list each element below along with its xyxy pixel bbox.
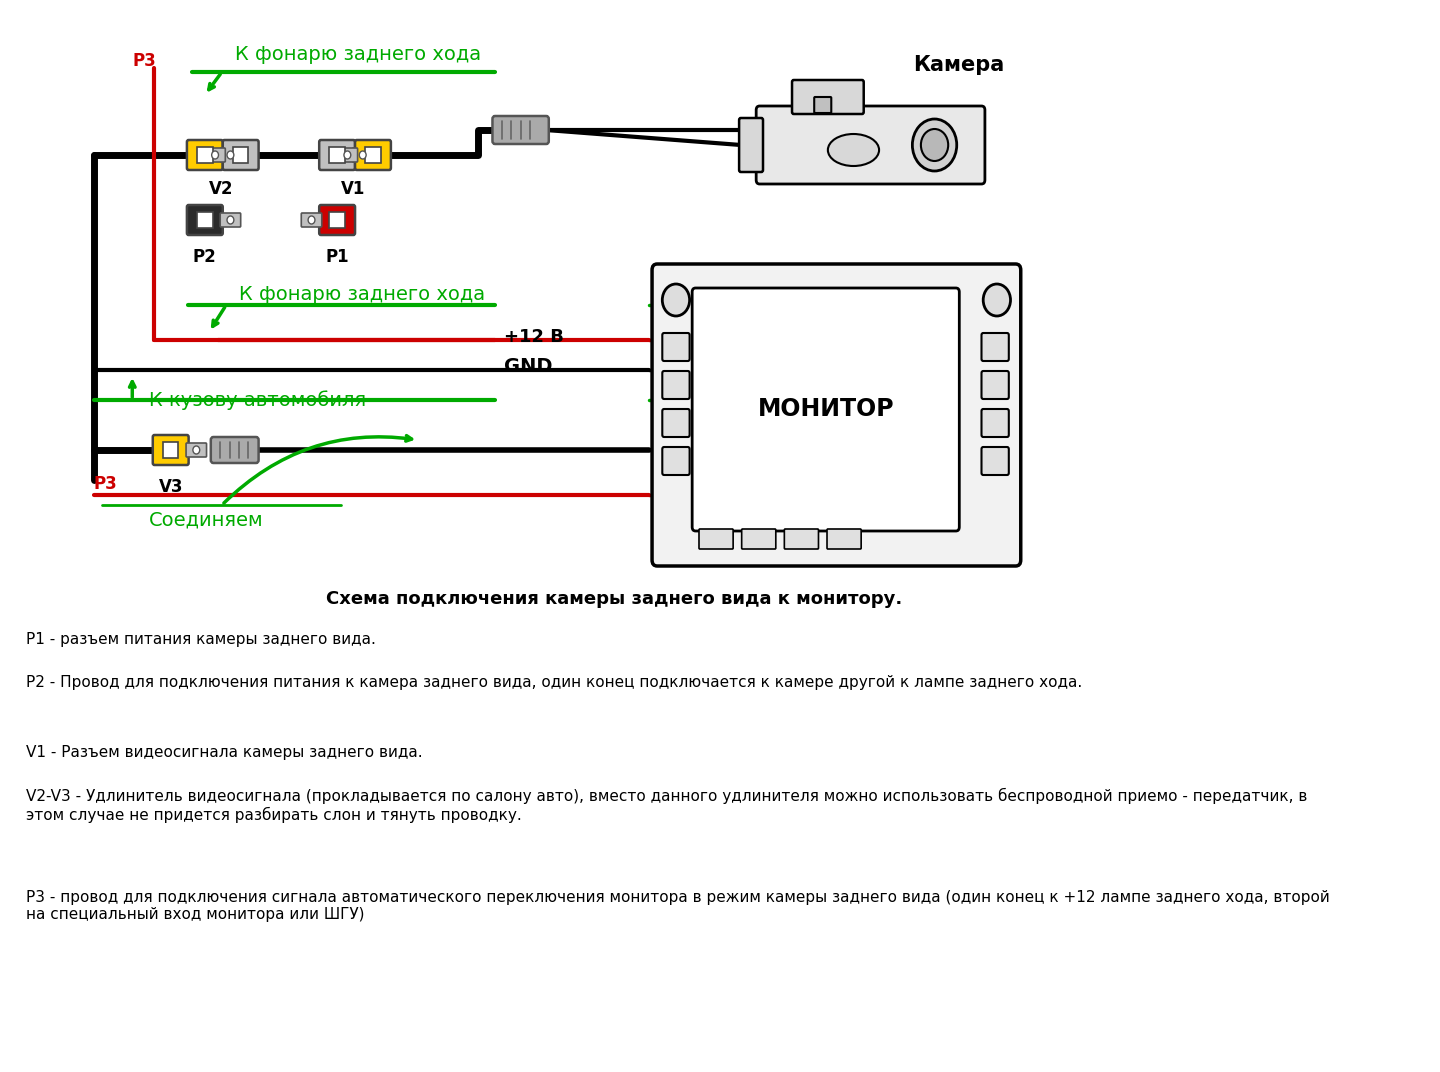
Text: +12 В: +12 В <box>504 328 563 346</box>
FancyBboxPatch shape <box>662 410 690 437</box>
Text: К фонарю заднего хода: К фонарю заднего хода <box>235 45 481 64</box>
FancyBboxPatch shape <box>756 106 985 184</box>
Text: Камера: Камера <box>913 55 1005 75</box>
Circle shape <box>344 151 351 159</box>
Ellipse shape <box>828 134 878 166</box>
Text: Р3 - провод для подключения сигнала автоматического переключения монитора в режи: Р3 - провод для подключения сигнала авто… <box>26 890 1329 922</box>
Text: Соединяем: Соединяем <box>150 510 264 528</box>
FancyBboxPatch shape <box>492 116 549 144</box>
FancyBboxPatch shape <box>210 437 259 463</box>
Circle shape <box>360 151 366 159</box>
Text: К кузову автомобиля: К кузову автомобиля <box>150 390 367 410</box>
Text: V1: V1 <box>341 180 366 198</box>
Text: К фонарю заднего хода: К фонарю заднего хода <box>239 285 485 304</box>
FancyBboxPatch shape <box>982 333 1009 361</box>
FancyBboxPatch shape <box>739 118 763 172</box>
FancyBboxPatch shape <box>356 140 390 170</box>
Text: V3: V3 <box>158 478 183 496</box>
Circle shape <box>228 215 233 224</box>
FancyBboxPatch shape <box>223 140 259 170</box>
Text: P1: P1 <box>325 248 348 266</box>
FancyBboxPatch shape <box>153 435 189 465</box>
Bar <box>163 442 179 458</box>
FancyBboxPatch shape <box>301 213 321 227</box>
FancyBboxPatch shape <box>693 288 959 531</box>
Bar <box>330 147 344 163</box>
Text: V2-V3 - Удлинитель видеосигнала (прокладывается по салону авто), вместо данного : V2-V3 - Удлинитель видеосигнала (проклад… <box>26 788 1308 823</box>
FancyBboxPatch shape <box>337 148 357 162</box>
FancyBboxPatch shape <box>353 148 373 162</box>
FancyBboxPatch shape <box>186 443 206 457</box>
Text: Р2 - Провод для подключения питания к камера заднего вида, один конец подключает: Р2 - Провод для подключения питания к ка… <box>26 675 1081 690</box>
Text: Р1 - разъем питания камеры заднего вида.: Р1 - разъем питания камеры заднего вида. <box>26 632 376 647</box>
Circle shape <box>984 284 1011 316</box>
Text: Схема подключения камеры заднего вида к монитору.: Схема подключения камеры заднего вида к … <box>327 590 903 608</box>
Text: P2: P2 <box>193 248 216 266</box>
FancyBboxPatch shape <box>785 528 818 549</box>
FancyBboxPatch shape <box>662 371 690 399</box>
Circle shape <box>662 284 690 316</box>
Circle shape <box>308 215 315 224</box>
Text: Р3: Р3 <box>132 53 156 70</box>
FancyBboxPatch shape <box>742 528 776 549</box>
FancyBboxPatch shape <box>982 410 1009 437</box>
Text: Р3: Р3 <box>94 475 118 493</box>
FancyBboxPatch shape <box>814 96 831 113</box>
Circle shape <box>922 129 948 161</box>
Text: МОНИТОР: МОНИТОР <box>757 398 894 421</box>
Bar <box>197 212 213 228</box>
Circle shape <box>212 151 219 159</box>
FancyBboxPatch shape <box>982 371 1009 399</box>
FancyBboxPatch shape <box>187 140 223 170</box>
Circle shape <box>193 446 200 455</box>
Bar <box>197 147 213 163</box>
Text: V2: V2 <box>209 180 233 198</box>
FancyBboxPatch shape <box>220 148 240 162</box>
Bar <box>366 147 380 163</box>
FancyBboxPatch shape <box>652 264 1021 566</box>
FancyBboxPatch shape <box>320 140 356 170</box>
Bar <box>330 212 344 228</box>
FancyBboxPatch shape <box>204 148 225 162</box>
FancyBboxPatch shape <box>698 528 733 549</box>
FancyBboxPatch shape <box>982 447 1009 475</box>
FancyBboxPatch shape <box>662 447 690 475</box>
Bar <box>233 147 248 163</box>
FancyBboxPatch shape <box>827 528 861 549</box>
FancyBboxPatch shape <box>220 213 240 227</box>
FancyBboxPatch shape <box>792 80 864 114</box>
Text: V1 - Разъем видеосигнала камеры заднего вида.: V1 - Разъем видеосигнала камеры заднего … <box>26 745 422 760</box>
FancyBboxPatch shape <box>187 205 223 235</box>
Text: GND: GND <box>504 357 552 376</box>
Circle shape <box>228 151 233 159</box>
FancyBboxPatch shape <box>662 333 690 361</box>
FancyBboxPatch shape <box>320 205 356 235</box>
Circle shape <box>913 119 956 172</box>
